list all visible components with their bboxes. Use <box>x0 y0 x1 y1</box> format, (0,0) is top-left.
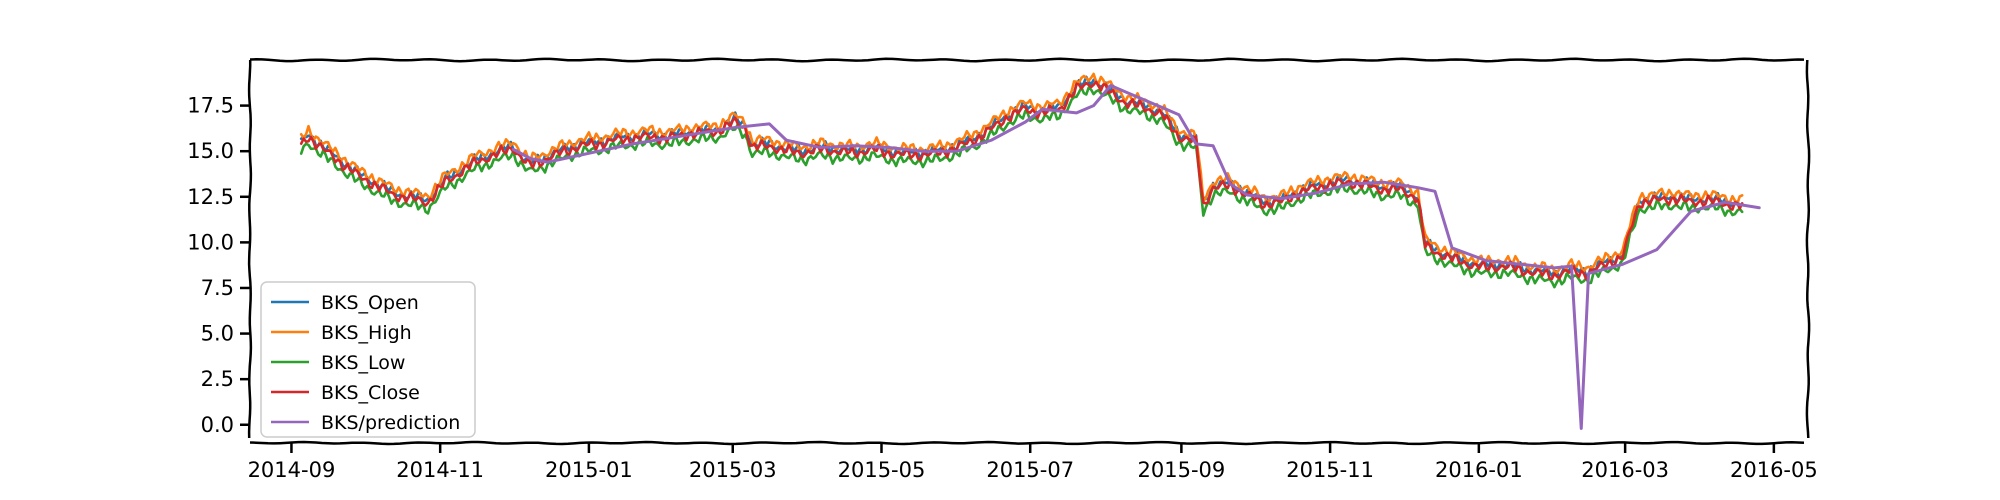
x-axis <box>249 440 1805 446</box>
legend-label: BKS_High <box>321 322 412 344</box>
axis-frame-right <box>1805 59 1811 439</box>
y-tick-label: 2.5 <box>201 367 234 391</box>
legend-label: BKS_Close <box>321 382 420 404</box>
series-layer <box>299 72 1761 430</box>
x-tick-label: 2015-01 <box>545 458 633 482</box>
series-line-bks-close <box>299 80 1744 281</box>
series-line-bks-prediction <box>511 84 1761 430</box>
x-tick-label: 2015-09 <box>1138 458 1226 482</box>
legend-label: BKS_Open <box>321 292 419 314</box>
axes-layer: 2014-09 2014-11 2015-01 2015-03 2015-05 2015-… <box>187 57 1818 482</box>
legend: BKS_Open BKS_High BKS_Low BKS_Close BKS/pred… <box>260 281 476 438</box>
x-tick-label: 2015-03 <box>689 458 777 482</box>
x-tick-label: 2015-07 <box>986 458 1074 482</box>
legend-box <box>260 281 476 438</box>
x-tick-label: 2016-01 <box>1435 458 1523 482</box>
y-tick-label: 15.0 <box>187 139 234 163</box>
x-tick-label: 2014-09 <box>248 458 336 482</box>
axis-frame-top <box>249 57 1805 63</box>
x-tick-label: 2015-11 <box>1286 458 1374 482</box>
legend-label: BKS/prediction <box>321 412 460 434</box>
y-tick-label: 5.0 <box>201 322 234 346</box>
x-tick-label: 2015-05 <box>838 458 926 482</box>
x-tick-label: 2016-03 <box>1581 458 1669 482</box>
y-axis <box>247 60 253 439</box>
x-tick-label: 2014-11 <box>396 458 484 482</box>
y-tick-label: 7.5 <box>201 276 234 300</box>
y-tick-label: 12.5 <box>187 185 234 209</box>
series-line-bks-low <box>299 86 1744 289</box>
y-tick-label: 17.5 <box>187 94 234 118</box>
legend-label: BKS_Low <box>321 352 405 374</box>
y-tick-label: 10.0 <box>187 230 234 254</box>
y-tick-label: 0.0 <box>201 413 234 437</box>
x-tick-label: 2016-05 <box>1730 458 1818 482</box>
